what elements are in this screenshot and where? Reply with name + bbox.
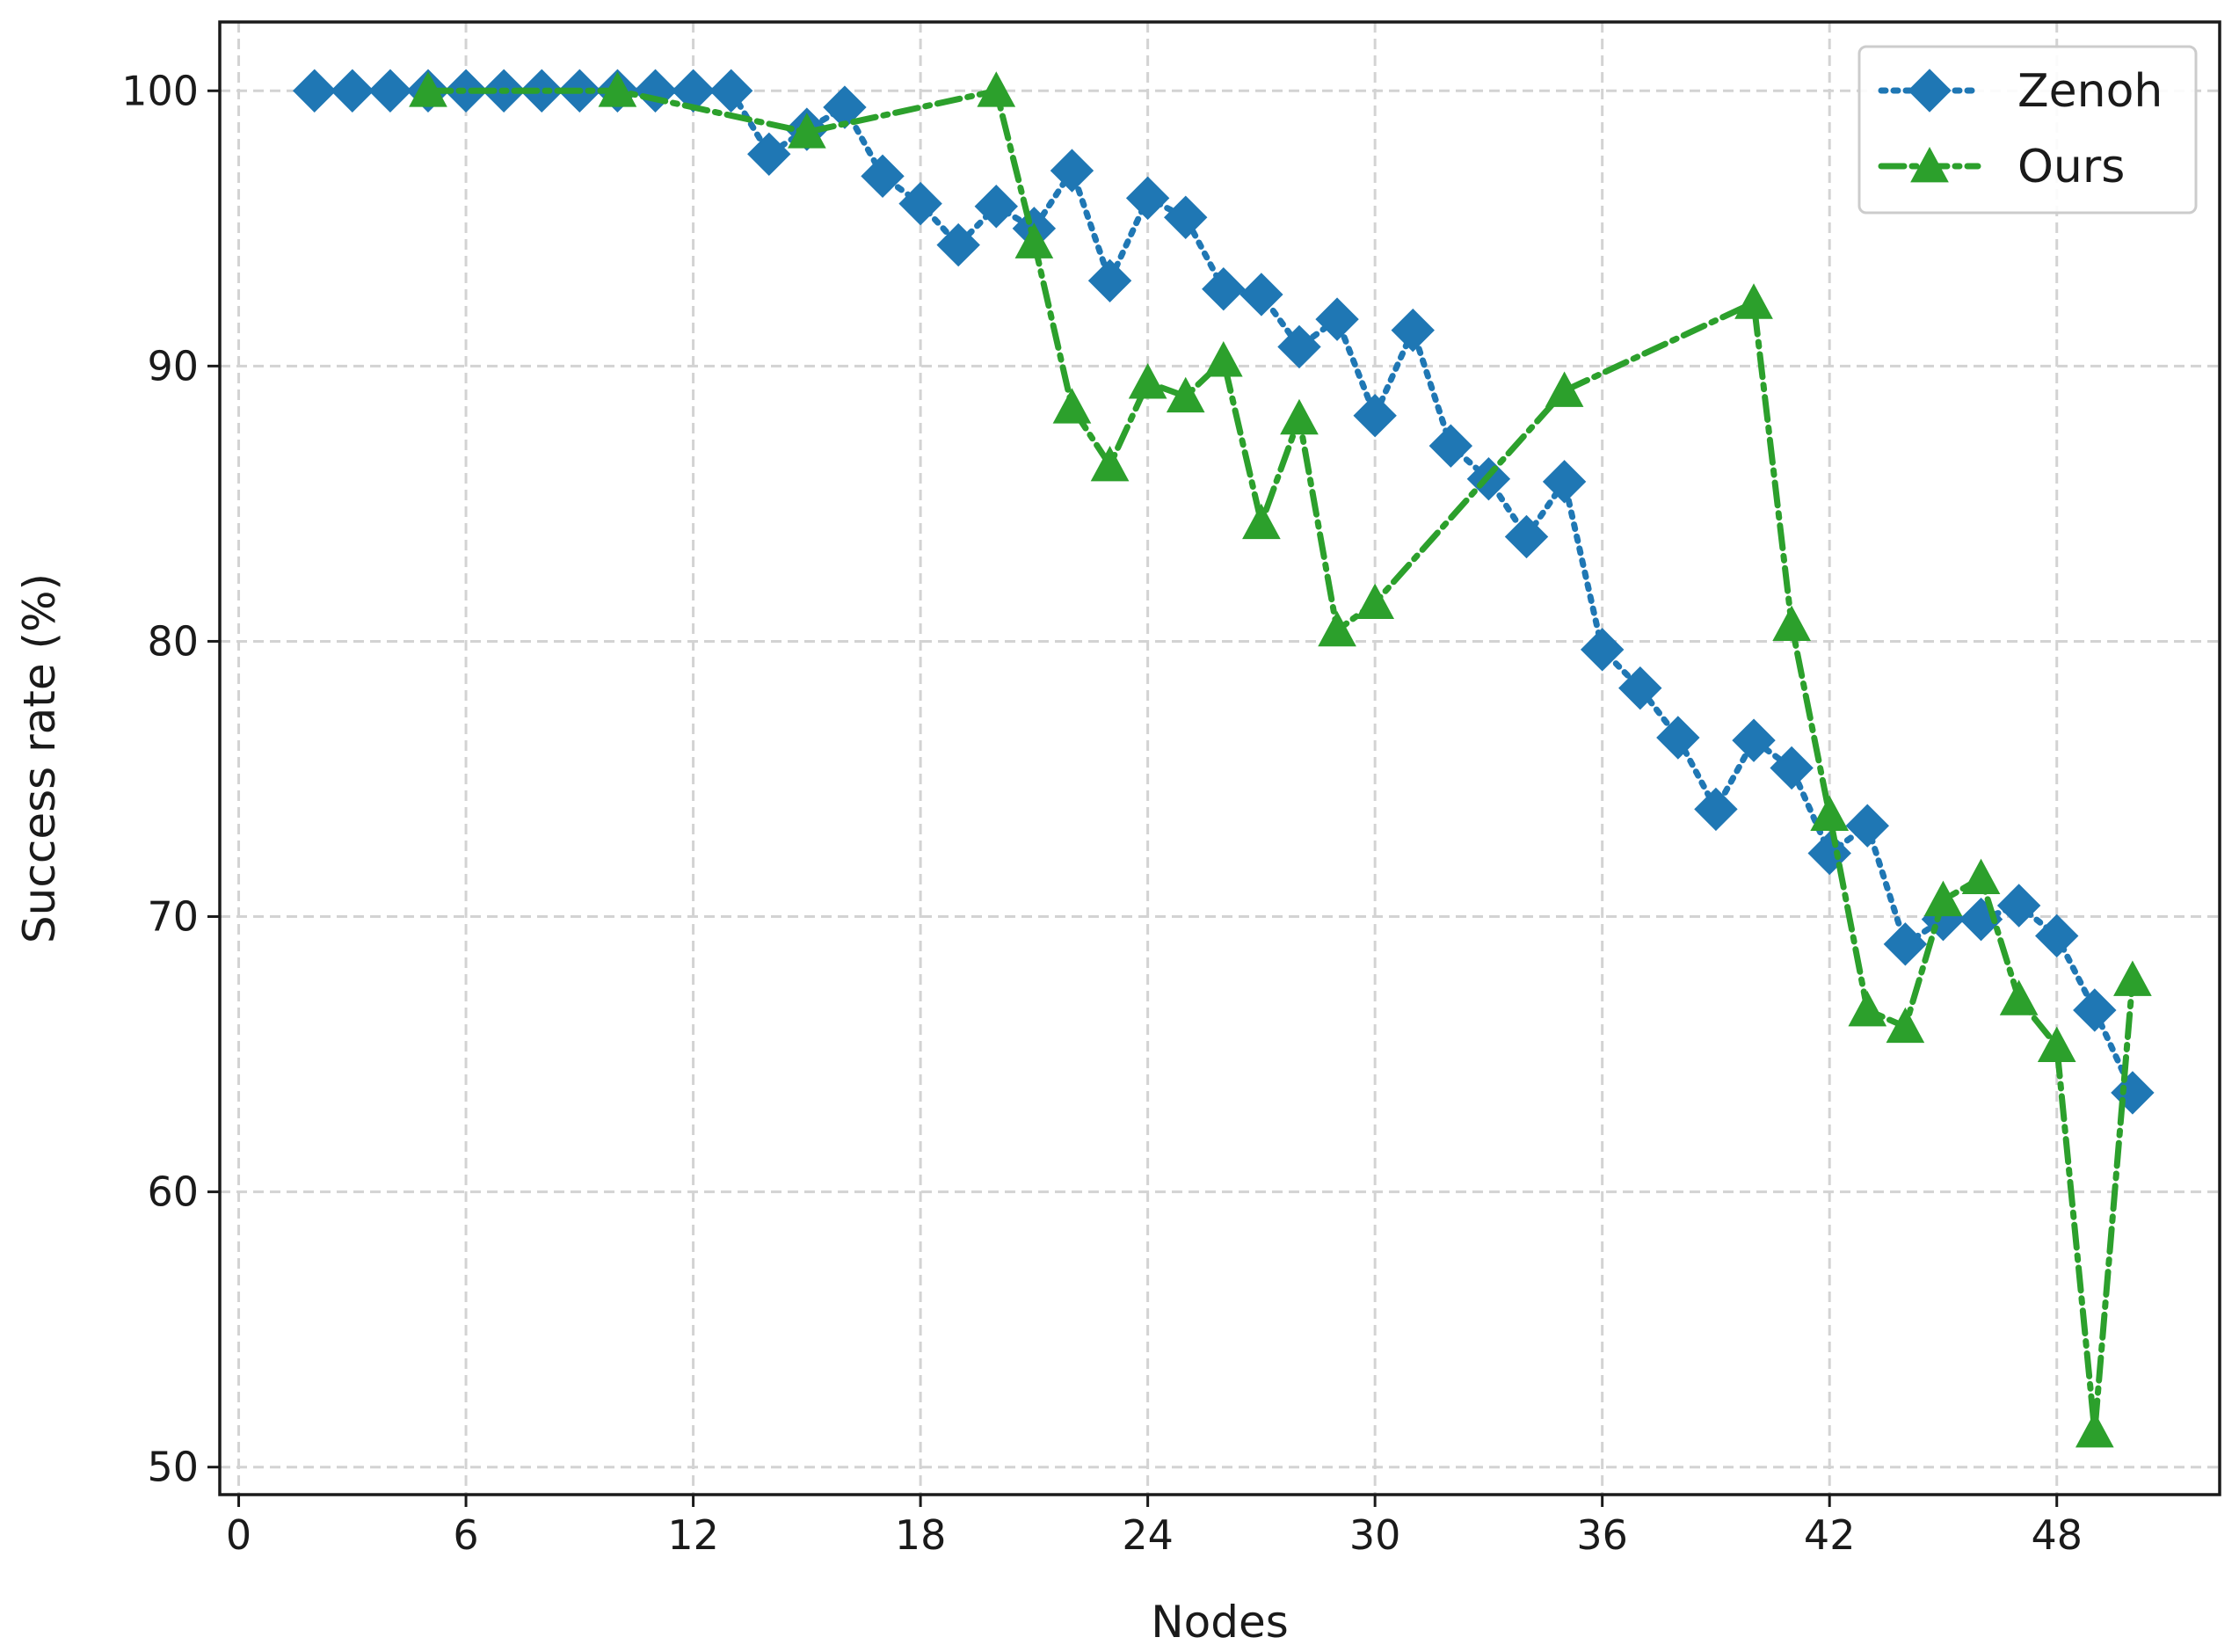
y-tick-label: 90 xyxy=(147,342,199,389)
data-point xyxy=(1315,297,1359,341)
data-point xyxy=(974,185,1018,229)
y-axis-title: Success rate (%) xyxy=(14,573,65,943)
data-point xyxy=(936,222,980,267)
data-point xyxy=(1848,990,1887,1027)
data-point xyxy=(1959,897,2003,942)
legend-entries: Zenoh Ours xyxy=(1878,65,2163,193)
data-point xyxy=(1014,222,1054,258)
y-tick-label: 60 xyxy=(147,1168,199,1216)
data-point xyxy=(520,69,563,113)
legend-entry-ours: Ours xyxy=(1878,141,2125,193)
data-point xyxy=(709,69,753,113)
data-point xyxy=(1923,880,1963,917)
x-tick-label: 48 xyxy=(2031,1511,2083,1559)
data-point xyxy=(1996,884,2041,928)
legend-label: Zenoh xyxy=(2017,65,2163,118)
data-point xyxy=(1694,787,1738,832)
data-point xyxy=(1277,324,1321,369)
data-point xyxy=(1090,446,1130,482)
data-point xyxy=(2037,1026,2076,1063)
data-point xyxy=(368,69,412,113)
data-point xyxy=(1356,583,1394,619)
data-point xyxy=(1318,610,1356,647)
data-point xyxy=(1883,922,1928,966)
x-tick-label: 6 xyxy=(453,1511,478,1559)
y-tick-label: 70 xyxy=(147,893,199,941)
data-point xyxy=(1732,718,1776,762)
legend-marker xyxy=(1908,69,1952,113)
data-point xyxy=(1772,605,1811,642)
data-point xyxy=(823,85,867,129)
data-point xyxy=(1391,308,1435,353)
data-point xyxy=(293,69,337,113)
legend-label: Ours xyxy=(2017,141,2125,193)
data-point xyxy=(1810,795,1850,832)
x-tick-label: 36 xyxy=(1576,1511,1628,1559)
data-point xyxy=(1845,804,1889,848)
y-tick-label: 80 xyxy=(147,617,199,665)
data-point xyxy=(1886,1007,1925,1044)
data-point xyxy=(1999,979,2039,1015)
data-point xyxy=(1428,424,1473,468)
data-point xyxy=(1504,514,1549,559)
data-point xyxy=(1164,195,1208,239)
x-tick-label: 24 xyxy=(1122,1511,1174,1559)
x-tick-label: 42 xyxy=(1804,1511,1856,1559)
data-point xyxy=(1542,460,1587,504)
data-point xyxy=(1166,376,1205,413)
axis-ticks: 0 6 12 18 24 30 36 42 48 50 60 70 80 90 100 xyxy=(121,67,2083,1559)
data-point xyxy=(2111,1071,2155,1115)
data-point xyxy=(1545,371,1584,407)
data-point xyxy=(2035,913,2079,958)
data-point xyxy=(1580,628,1625,672)
legend: Zenoh Ours xyxy=(1857,45,2198,215)
data-point xyxy=(633,69,678,113)
x-tick-label: 18 xyxy=(895,1511,947,1559)
data-point xyxy=(1770,746,1814,790)
data-point xyxy=(1203,341,1243,377)
data-point xyxy=(2113,960,2152,996)
series-ours xyxy=(409,71,2152,1448)
data-point xyxy=(977,71,1016,107)
x-tick-label: 0 xyxy=(226,1511,251,1559)
data-point xyxy=(409,71,447,107)
data-point xyxy=(861,154,905,199)
data-point xyxy=(1734,283,1773,319)
data-point xyxy=(2075,1411,2114,1448)
data-point xyxy=(1052,388,1092,424)
data-point xyxy=(1202,266,1246,311)
data-point xyxy=(1618,666,1662,710)
data-point xyxy=(747,132,791,176)
data-point xyxy=(898,181,942,226)
x-tick-label: 12 xyxy=(667,1511,719,1559)
data-point xyxy=(331,69,374,113)
data-point xyxy=(1087,258,1132,303)
data-point xyxy=(1280,398,1319,435)
data-point xyxy=(1961,858,2001,895)
data-point xyxy=(1239,273,1283,317)
data-point xyxy=(1242,503,1281,540)
data-point xyxy=(2073,988,2117,1032)
legend-marker xyxy=(1910,146,1949,183)
data-point xyxy=(1353,394,1397,438)
y-tick-label: 100 xyxy=(121,67,199,114)
data-point xyxy=(788,113,826,149)
series-layer xyxy=(293,69,2155,1448)
plot-frame xyxy=(218,20,2221,1496)
data-point xyxy=(1050,149,1094,193)
y-tick-label: 50 xyxy=(147,1444,199,1491)
x-axis-title: Nodes xyxy=(1151,1597,1289,1648)
legend-entry-zenoh: Zenoh xyxy=(1878,65,2163,118)
data-point xyxy=(1128,363,1167,399)
data-point xyxy=(671,69,716,113)
data-point xyxy=(1125,176,1170,221)
x-tick-label: 30 xyxy=(1349,1511,1401,1559)
grid-lines xyxy=(220,22,2220,1495)
data-point xyxy=(1656,716,1700,760)
data-point xyxy=(598,71,637,107)
